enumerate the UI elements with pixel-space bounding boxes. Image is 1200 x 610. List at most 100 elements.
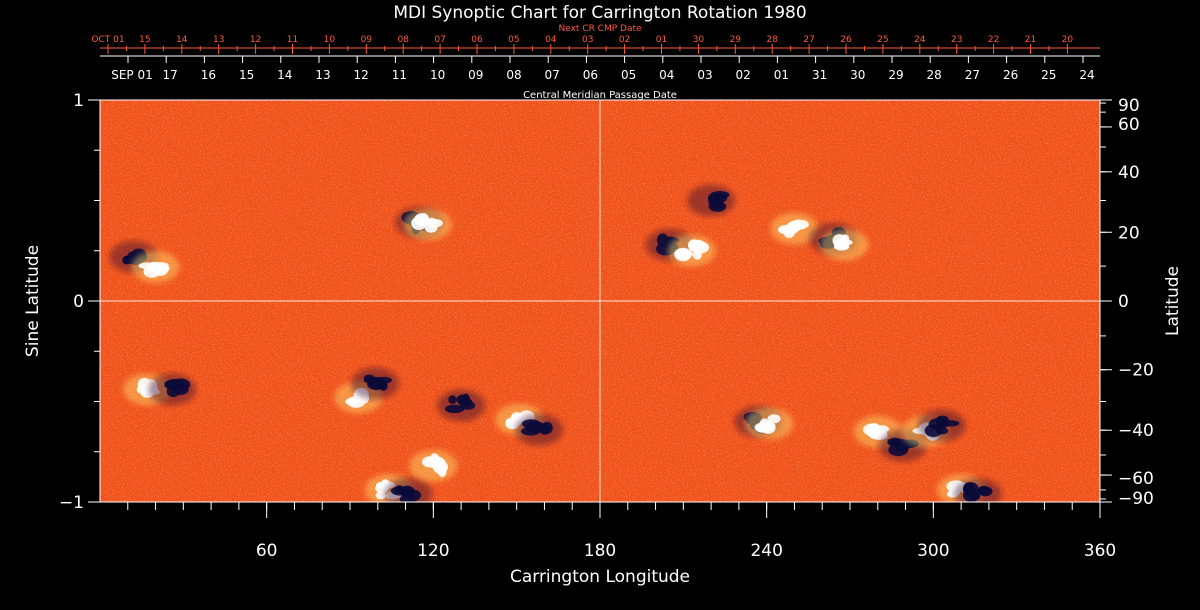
negative-region-spot	[166, 385, 181, 398]
cmp-date-label: SEP 01	[111, 68, 153, 82]
latitude-tick-label: 40	[1118, 163, 1140, 183]
next-cmp-date-label: 11	[287, 35, 298, 45]
positive-region-spot	[414, 213, 430, 226]
x-tick-label: 120	[417, 541, 449, 561]
cmp-date-label: 25	[1041, 68, 1056, 82]
y-axis-label: Sine Latitude	[23, 245, 43, 357]
positive-region-spot	[674, 247, 692, 262]
cmp-date-label: 07	[545, 68, 560, 82]
latitude-tick-label: −60	[1118, 469, 1154, 489]
cmp-date-label: 08	[506, 68, 521, 82]
next-cmp-date-label: 24	[914, 35, 926, 45]
next-cmp-date-label: 29	[730, 35, 742, 45]
negative-region-spot	[122, 255, 131, 265]
cmp-date-label: 30	[850, 68, 865, 82]
next-cmp-date-label: 26	[840, 35, 852, 45]
positive-region-spot	[375, 491, 386, 500]
negative-region-spot	[710, 190, 730, 199]
cmp-date-label: 28	[927, 68, 942, 82]
next-cmp-date-label: 13	[213, 35, 224, 45]
positive-region-spot	[767, 414, 781, 424]
negative-region-spot	[379, 381, 388, 391]
x-tick-label: 300	[917, 541, 949, 561]
positive-region-spot	[137, 377, 152, 391]
next-cmp-date-label: 23	[951, 35, 962, 45]
next-cmp-date-label: 28	[766, 35, 778, 45]
cmp-date-label: 09	[468, 68, 483, 82]
next-cmp-date-label: 15	[139, 35, 150, 45]
latitude-axis-label: Latitude	[1163, 266, 1183, 336]
cmp-date-label: 24	[1079, 68, 1094, 82]
x-axis-label: Carrington Longitude	[510, 567, 690, 587]
active-regions	[109, 184, 1002, 502]
cmp-date-label: 15	[239, 68, 254, 82]
next-cmp-date-label: 08	[397, 35, 409, 45]
negative-region-spot	[924, 424, 943, 437]
cmp-date-label: 27	[965, 68, 980, 82]
latitude-tick-label: 60	[1118, 115, 1140, 135]
y-tick-label: 0	[73, 292, 84, 312]
next-cmp-date-label: 09	[361, 35, 373, 45]
negative-region-spot	[977, 485, 990, 495]
positive-region-spot	[783, 229, 795, 239]
negative-region-spot	[444, 404, 465, 414]
cmp-date-label: 16	[201, 68, 216, 82]
next-cmp-date-label: 20	[1062, 35, 1074, 45]
cmp-date-label: 29	[888, 68, 903, 82]
cmp-date-label: 01	[774, 68, 789, 82]
cmp-date-label: 12	[354, 68, 369, 82]
next-cmp-axis-label: Next CR CMP Date	[558, 24, 642, 34]
negative-region-spot	[889, 438, 907, 448]
positive-region-spot	[143, 265, 161, 278]
y-tick-label: −1	[59, 493, 84, 513]
cmp-date-label: 10	[430, 68, 445, 82]
negative-region-spot	[395, 485, 404, 493]
grid-lines	[100, 100, 1100, 502]
cmp-date-label: 02	[736, 68, 751, 82]
positive-region-spot	[865, 427, 884, 438]
negative-region-spot	[456, 394, 470, 405]
latitude-tick-label: 0	[1118, 292, 1129, 312]
latitude-tick-label: 20	[1118, 223, 1140, 243]
next-cmp-date-label: 05	[508, 35, 519, 45]
next-cmp-date-label: 04	[545, 35, 557, 45]
negative-region-spot	[401, 487, 414, 498]
latitude-tick-label: −90	[1118, 489, 1154, 509]
next-cmp-date-label: 12	[250, 35, 261, 45]
cmp-date-label: 06	[583, 68, 598, 82]
next-cmp-date-label: 01	[656, 35, 667, 45]
positive-region-spot	[688, 239, 706, 252]
next-cmp-date-ticks: OCT 01 15 14 13 12 11 10 09 08 07 06 05 04 03 02 01 30 29…	[91, 35, 1073, 54]
cmp-date-label: 05	[621, 68, 636, 82]
next-cmp-date-label: 10	[324, 35, 336, 45]
x-tick-label: 360	[1084, 541, 1116, 561]
positive-region-spot	[833, 239, 849, 250]
cmp-date-ticks: SEP 01 17 16 15 14 13 12 11 10 09 08 07 06 05 04 03 02 01…	[111, 56, 1095, 82]
next-cmp-date-label: 14	[176, 35, 188, 45]
negative-region-spot	[962, 489, 980, 502]
chart-title: MDI Synoptic Chart for Carrington Rotati…	[393, 3, 806, 23]
y-axis-ticks: −1 0 1	[59, 91, 100, 513]
x-tick-label: 180	[584, 541, 616, 561]
positive-region-spot	[427, 218, 443, 228]
next-cmp-date-label: 07	[434, 35, 445, 45]
negative-region-spot	[525, 421, 546, 433]
negative-region-spot	[941, 420, 960, 427]
x-tick-label: 60	[256, 541, 278, 561]
positive-region-spot	[795, 223, 805, 230]
latitude-tick-label: −40	[1118, 421, 1154, 441]
cmp-date-label: 14	[277, 68, 292, 82]
positive-region-spot	[755, 425, 775, 432]
next-cmp-date-label: 21	[1025, 35, 1036, 45]
positive-region-spot	[437, 465, 447, 478]
next-cmp-date-label: 27	[803, 35, 814, 45]
latitude-tick-label: −20	[1118, 361, 1154, 381]
next-cmp-date-label: 30	[693, 35, 705, 45]
cmp-date-label: 13	[315, 68, 330, 82]
cmp-axis-label: Central Meridian Passage Date	[523, 90, 677, 101]
next-cmp-date-label: 06	[471, 35, 483, 45]
cmp-date-label: 04	[659, 68, 674, 82]
cmp-date-label: 03	[697, 68, 712, 82]
negative-region-spot	[448, 395, 457, 405]
next-cmp-date-label: OCT 01	[91, 35, 124, 45]
